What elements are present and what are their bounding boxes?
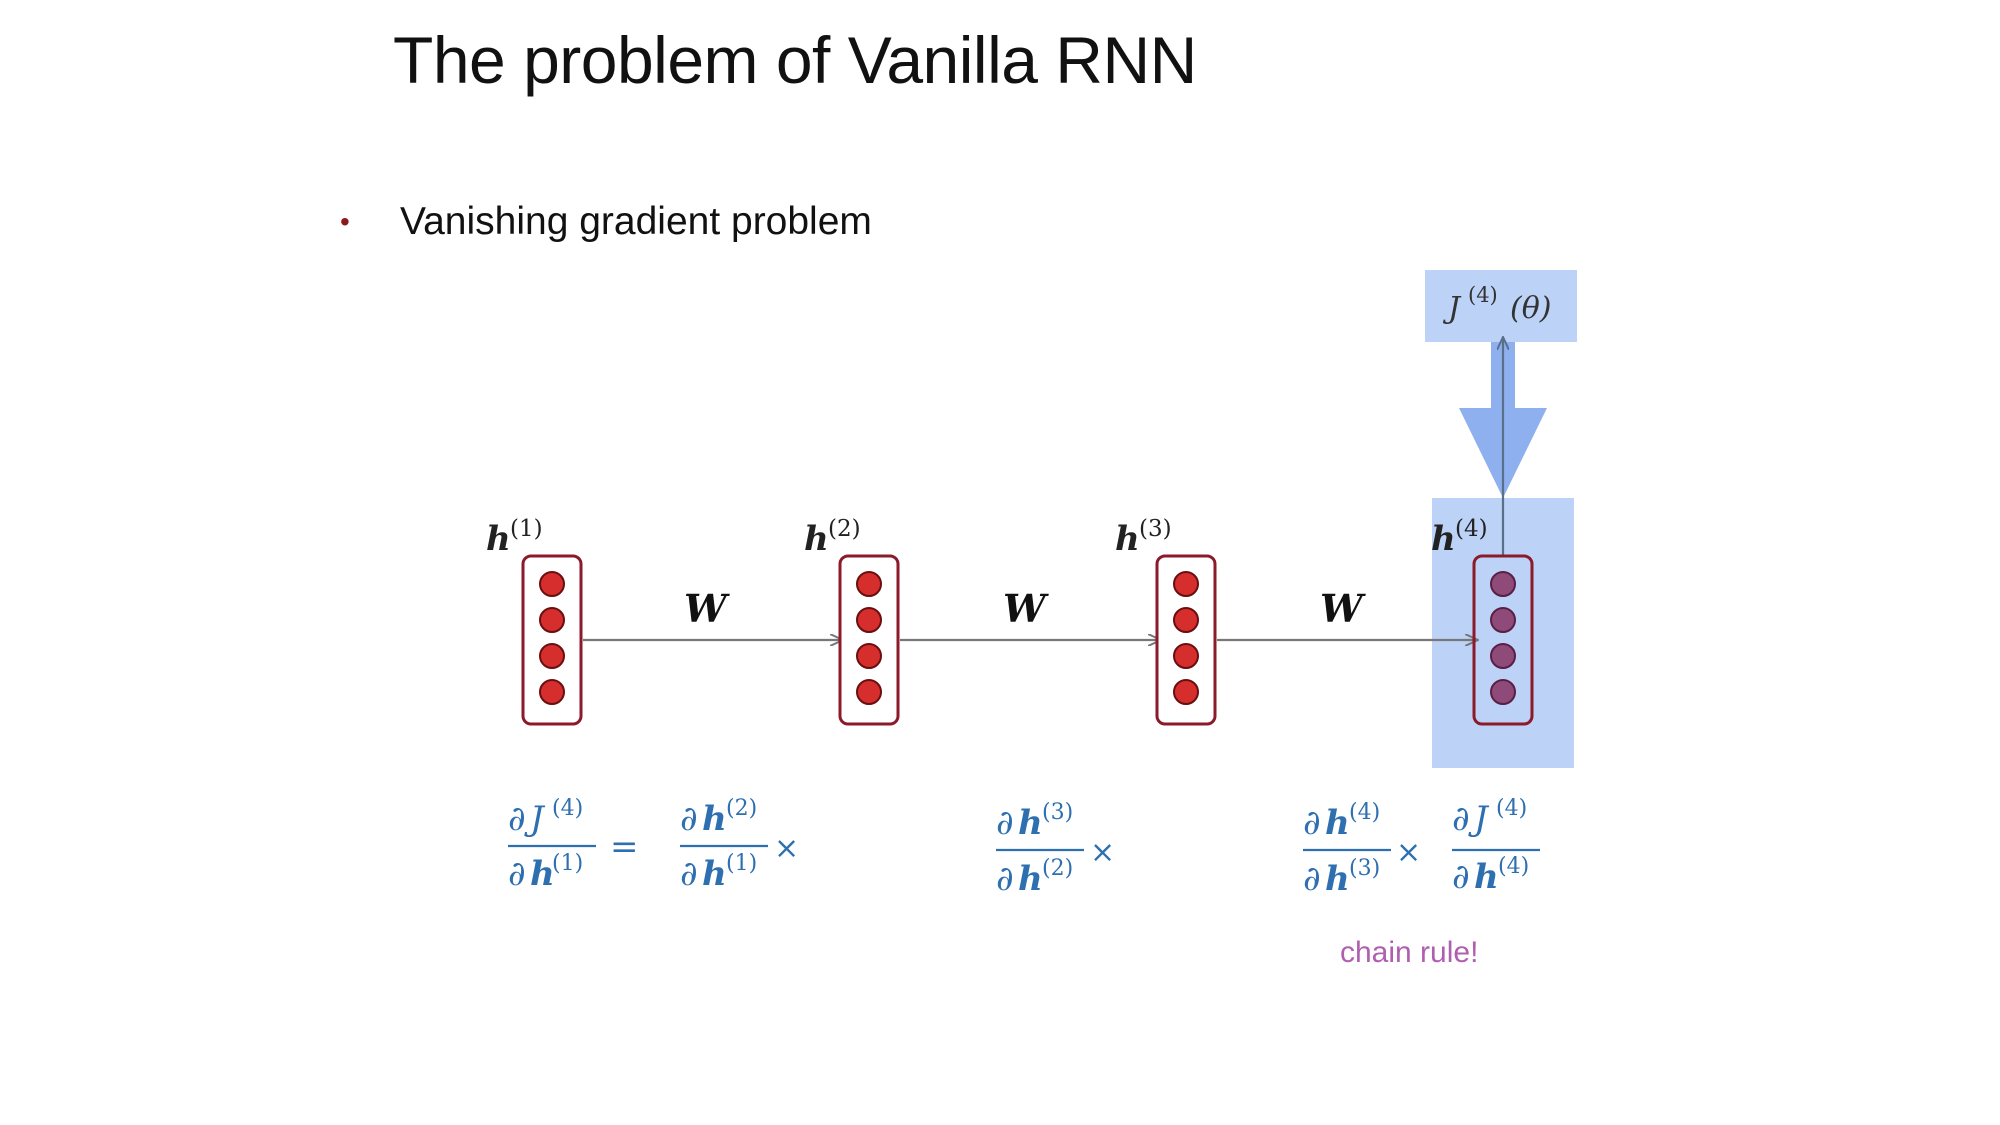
fraction-lhs: ∂ J (4) ∂ h (1) xyxy=(508,796,596,894)
bullet-item: • Vanishing gradient problem xyxy=(340,200,872,244)
svg-text:h: h xyxy=(1474,857,1499,897)
weight-label: W xyxy=(1320,586,1366,631)
neuron xyxy=(856,679,882,705)
fraction-term-1: ∂ h (2) ∂ h (1) xyxy=(680,796,768,894)
neuron xyxy=(539,571,565,597)
svg-text:(2): (2) xyxy=(828,516,861,542)
fraction-term-2: ∂ h (3) ∂ h (2) xyxy=(996,800,1084,899)
neuron xyxy=(539,643,565,669)
svg-text:(4): (4) xyxy=(1349,800,1380,825)
svg-text:∂: ∂ xyxy=(508,854,526,894)
chain-rule-equation: ∂ J (4) ∂ h (1) = ∂ h (2) ∂ h (1) × xyxy=(508,796,1540,899)
neuron xyxy=(856,607,882,633)
hidden-state-label: h xyxy=(804,519,829,559)
svg-text:∂: ∂ xyxy=(508,799,526,839)
neuron xyxy=(1173,679,1199,705)
svg-text:(3): (3) xyxy=(1349,856,1380,881)
svg-text:h: h xyxy=(702,854,727,894)
svg-text:∂: ∂ xyxy=(1303,859,1321,899)
neuron xyxy=(1173,571,1199,597)
neuron xyxy=(1490,679,1516,705)
svg-text:(θ): (θ) xyxy=(1510,291,1551,326)
svg-text:(1): (1) xyxy=(510,516,543,542)
hidden-state-2: h (2) xyxy=(804,516,900,726)
neuron xyxy=(1173,607,1199,633)
neuron xyxy=(1490,643,1516,669)
fraction-term-3: ∂ h (4) ∂ h (3) xyxy=(1303,800,1391,899)
hidden-state-3: h (3) xyxy=(1115,516,1217,726)
hidden-state-label: h xyxy=(1115,519,1140,559)
svg-text:(2): (2) xyxy=(726,796,757,821)
svg-text:J: J xyxy=(1468,799,1490,839)
svg-text:∂: ∂ xyxy=(680,799,698,839)
neuron-box xyxy=(521,554,583,726)
equals-sign: = xyxy=(610,827,639,867)
bullet-text: Vanishing gradient problem xyxy=(400,200,872,243)
hidden-state-label: h xyxy=(1431,519,1456,559)
fraction-term-4: ∂ J (4) ∂ h (4) xyxy=(1452,796,1540,897)
neuron xyxy=(1173,643,1199,669)
svg-text:h: h xyxy=(702,799,727,839)
neuron xyxy=(856,571,882,597)
neuron-box xyxy=(838,554,900,726)
svg-text:∂: ∂ xyxy=(996,803,1014,843)
neuron xyxy=(539,679,565,705)
neuron xyxy=(1490,571,1516,597)
svg-text:(1): (1) xyxy=(552,851,583,876)
hidden-state-label: h xyxy=(486,519,511,559)
times-sign: × xyxy=(1396,835,1421,870)
hidden-state-4: h (4) xyxy=(1431,516,1534,726)
svg-text:∂: ∂ xyxy=(1303,803,1321,843)
neuron xyxy=(539,607,565,633)
weight-label: W xyxy=(1003,586,1049,631)
svg-text:(2): (2) xyxy=(1042,856,1073,881)
svg-text:h: h xyxy=(1325,803,1350,843)
times-sign: × xyxy=(774,831,799,866)
svg-text:∂: ∂ xyxy=(1452,857,1470,897)
svg-text:(4): (4) xyxy=(1468,283,1498,307)
svg-text:(3): (3) xyxy=(1042,800,1073,825)
svg-text:∂: ∂ xyxy=(680,854,698,894)
neuron-box xyxy=(1472,554,1534,726)
hidden-state-1: h (1) xyxy=(486,516,583,726)
neuron xyxy=(856,643,882,669)
slide-title: The problem of Vanilla RNN xyxy=(393,23,1197,97)
bullet-dot-icon: • xyxy=(340,206,350,237)
svg-text:(1): (1) xyxy=(726,851,757,876)
svg-text:(4): (4) xyxy=(1496,796,1527,821)
svg-text:h: h xyxy=(1018,803,1043,843)
svg-text:(3): (3) xyxy=(1139,516,1172,542)
loss-label: J (4) (θ) xyxy=(1442,283,1551,326)
weight-label: W xyxy=(684,586,730,631)
svg-text:∂: ∂ xyxy=(996,859,1014,899)
svg-text:h: h xyxy=(1018,859,1043,899)
svg-text:(4): (4) xyxy=(552,796,583,821)
svg-text:J: J xyxy=(524,799,546,839)
svg-text:(4): (4) xyxy=(1498,854,1529,879)
chain-rule-caption: chain rule! xyxy=(1340,936,1478,969)
neuron-box xyxy=(1155,554,1217,726)
svg-text:∂: ∂ xyxy=(1452,799,1470,839)
loss-highlight-box xyxy=(1425,270,1577,342)
svg-text:h: h xyxy=(530,854,555,894)
times-sign: × xyxy=(1090,835,1115,870)
svg-text:(4): (4) xyxy=(1455,516,1488,542)
neuron xyxy=(1490,607,1516,633)
svg-text:h: h xyxy=(1325,859,1350,899)
